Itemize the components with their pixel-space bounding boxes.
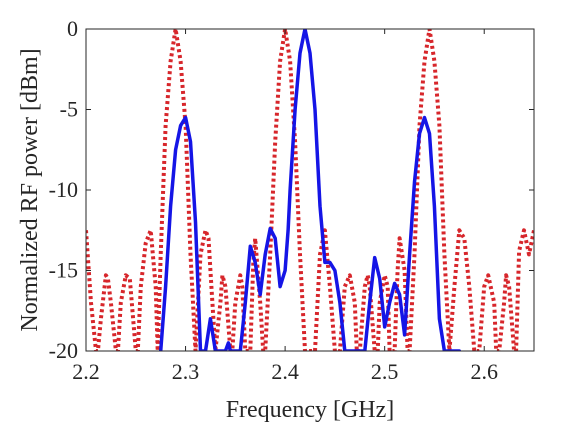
series-layer bbox=[86, 29, 534, 351]
y-tick-label: -10 bbox=[49, 177, 78, 202]
y-tick-label: -5 bbox=[60, 97, 78, 122]
y-tick-label: -20 bbox=[49, 338, 78, 363]
tick-layer: 2.2 2.3 2.4 2.5 2.6 0 -5 -10 -15 -20 bbox=[49, 16, 534, 384]
x-tick-label: 2.6 bbox=[470, 359, 498, 384]
x-tick-label: 2.3 bbox=[172, 359, 200, 384]
y-axis-label: Normalized RF power [dBm] bbox=[17, 48, 43, 331]
y-tick-label: 0 bbox=[67, 16, 78, 41]
x-axis-label: Frequency [GHz] bbox=[226, 397, 395, 423]
x-tick-label: 2.2 bbox=[72, 359, 100, 384]
x-tick-label: 2.5 bbox=[371, 359, 399, 384]
x-tick-label: 2.4 bbox=[271, 359, 299, 384]
y-tick-label: -15 bbox=[49, 258, 78, 283]
series-line-solid bbox=[158, 29, 462, 351]
